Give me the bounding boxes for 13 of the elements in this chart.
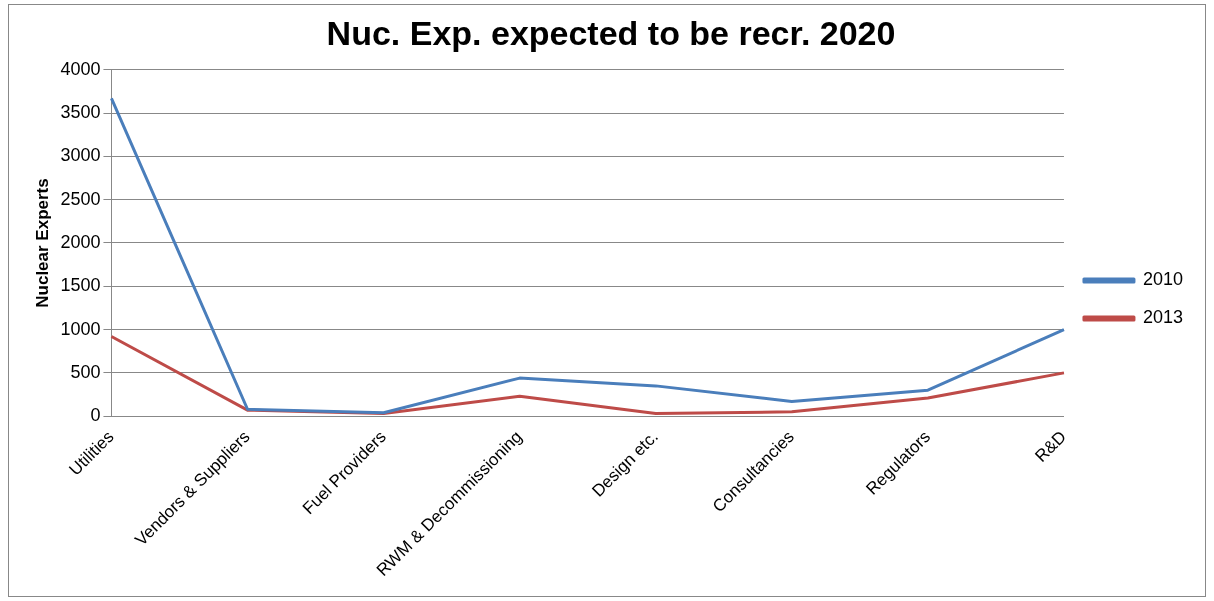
legend-label: 2013 bbox=[1142, 307, 1183, 328]
y-tick-label: 1000 bbox=[60, 318, 101, 339]
y-tick-label: 3500 bbox=[60, 102, 101, 123]
y-tick-label: 2000 bbox=[60, 231, 101, 252]
y-tick-label: 0 bbox=[90, 405, 101, 426]
legend-label: 2010 bbox=[1142, 269, 1183, 290]
y-tick-label: 2500 bbox=[60, 188, 101, 209]
y-axis-title: Nuclear Experts bbox=[32, 178, 52, 308]
chart-title: Nuc. Exp. expected to be recr. 2020 bbox=[326, 13, 896, 52]
y-tick-label: 1500 bbox=[60, 275, 101, 296]
y-tick-label: 3000 bbox=[60, 145, 101, 166]
y-tick-label: 4000 bbox=[60, 58, 101, 79]
y-tick-label: 500 bbox=[70, 361, 101, 382]
